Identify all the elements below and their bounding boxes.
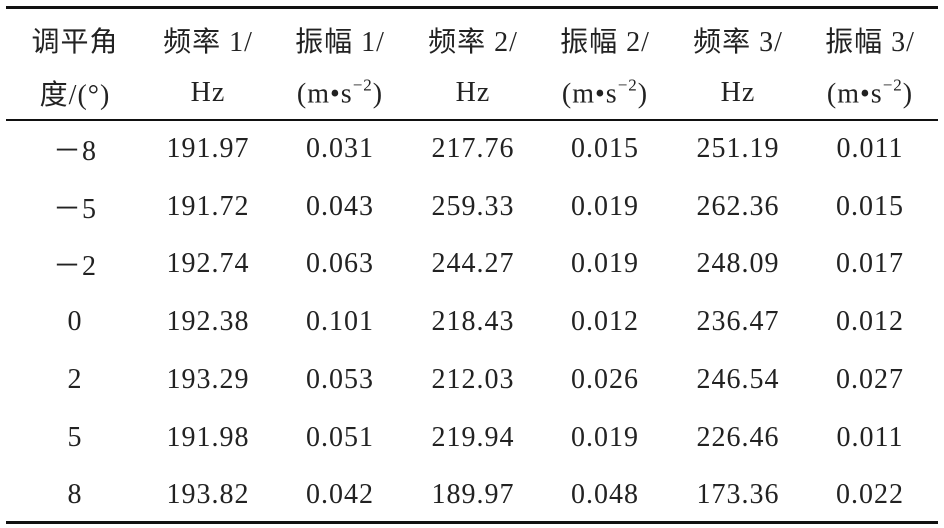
header-text: ) bbox=[372, 78, 384, 110]
header-text: (m•s bbox=[561, 78, 618, 110]
header-cell: 振幅 3/ bbox=[825, 27, 915, 58]
table-cell: 193.29 bbox=[166, 363, 250, 395]
header-cell: (m•s−2) bbox=[297, 76, 383, 111]
superscript: −2 bbox=[882, 75, 903, 95]
table-cell: 262.36 bbox=[696, 190, 780, 222]
table-cell: 192.74 bbox=[166, 248, 250, 280]
table-cell: 191.97 bbox=[166, 133, 250, 164]
table-cell: 244.27 bbox=[431, 248, 515, 280]
table-cell: －8 bbox=[52, 136, 98, 167]
header-rule bbox=[6, 119, 938, 121]
table-cell: 193.82 bbox=[166, 479, 250, 511]
table-cell: 246.54 bbox=[696, 363, 780, 395]
table-cell: 0.063 bbox=[306, 248, 374, 280]
table-cell: 219.94 bbox=[431, 421, 515, 453]
table-cell: 259.33 bbox=[431, 190, 515, 222]
table-cell: －2 bbox=[52, 251, 98, 283]
table-cell: 0.031 bbox=[306, 133, 374, 164]
table-cell: 191.98 bbox=[166, 421, 250, 453]
header-text: 度/(°) bbox=[39, 80, 111, 111]
table-cell: 2 bbox=[67, 363, 83, 395]
header-text: Hz bbox=[720, 77, 756, 108]
table-cell: 0.011 bbox=[836, 133, 904, 164]
table-cell: 0.042 bbox=[306, 479, 374, 511]
superscript: −2 bbox=[352, 75, 373, 95]
header-cell: 度/(°) bbox=[40, 73, 111, 113]
header-cell: Hz bbox=[721, 77, 756, 109]
header-cell: 频率 3/ bbox=[693, 27, 783, 58]
table-cell: 251.19 bbox=[696, 133, 780, 164]
table-cell: 191.72 bbox=[166, 190, 250, 222]
table-cell: 0.043 bbox=[306, 190, 374, 222]
table-cell: 236.47 bbox=[696, 306, 780, 338]
header-cell: Hz bbox=[191, 77, 226, 109]
header-cell: 频率 1/ bbox=[163, 27, 253, 58]
header-cell: 振幅 2/ bbox=[560, 27, 650, 58]
table-cell: 0.015 bbox=[571, 133, 639, 164]
table-cell: 8 bbox=[67, 479, 83, 511]
header-cell: 调平角 bbox=[31, 27, 119, 58]
table-cell: 0.101 bbox=[306, 306, 374, 338]
header-cell: 振幅 1/ bbox=[295, 27, 385, 58]
table-cell: 217.76 bbox=[431, 133, 515, 164]
header-cell: Hz bbox=[456, 77, 491, 109]
table-cell: 218.43 bbox=[431, 306, 515, 338]
table-cell: 0.048 bbox=[571, 479, 639, 511]
table-cell: 0.019 bbox=[571, 421, 639, 453]
table-cell: 189.97 bbox=[431, 479, 515, 511]
table-cell: 248.09 bbox=[696, 248, 780, 280]
table-cell: 212.03 bbox=[431, 363, 515, 395]
table-cell: 173.36 bbox=[696, 479, 780, 511]
table-cell: 5 bbox=[67, 421, 83, 453]
table-cell: 0.019 bbox=[571, 190, 639, 222]
table-cell: 0.012 bbox=[571, 306, 639, 338]
header-text: Hz bbox=[190, 77, 226, 108]
bottom-rule bbox=[6, 521, 938, 524]
table-cell: 0.015 bbox=[836, 190, 904, 222]
top-rule bbox=[6, 6, 938, 9]
table-cell: 0.017 bbox=[836, 248, 904, 280]
table-cell: 0.027 bbox=[836, 363, 904, 395]
header-text: Hz bbox=[455, 77, 491, 108]
table-cell: 0.011 bbox=[836, 421, 904, 453]
table-cell: 0.051 bbox=[306, 421, 374, 453]
table-cell: 226.46 bbox=[696, 421, 780, 453]
table-cell: －5 bbox=[52, 193, 98, 225]
header-text: ) bbox=[637, 78, 649, 110]
header-text: (m•s bbox=[296, 78, 353, 110]
table-cell: 0.053 bbox=[306, 363, 374, 395]
header-cell: (m•s−2) bbox=[562, 76, 648, 111]
table-cell: 0.012 bbox=[836, 306, 904, 338]
superscript: −2 bbox=[617, 75, 638, 95]
table-cell: 0.026 bbox=[571, 363, 639, 395]
header-text: ) bbox=[902, 78, 914, 110]
header-cell: 频率 2/ bbox=[428, 27, 518, 58]
header-cell: (m•s−2) bbox=[827, 76, 913, 111]
table-cell: 0 bbox=[67, 306, 83, 338]
table-cell: 0.022 bbox=[836, 479, 904, 511]
table-cell: 192.38 bbox=[166, 306, 250, 338]
header-text: (m•s bbox=[826, 78, 883, 110]
table-cell: 0.019 bbox=[571, 248, 639, 280]
